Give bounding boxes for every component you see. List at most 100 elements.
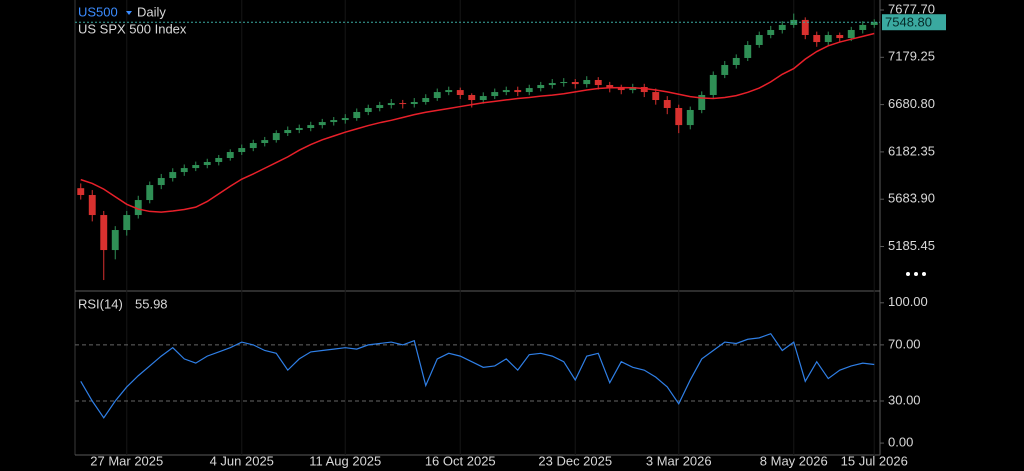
candle-body	[767, 29, 775, 36]
candle-body	[870, 22, 878, 25]
candle-body	[698, 94, 706, 110]
candle-body	[801, 19, 809, 36]
x-tick-label: 16 Oct 2025	[425, 453, 496, 468]
candle-body	[123, 215, 131, 231]
candle-body	[514, 90, 522, 93]
dot[interactable]	[922, 272, 926, 276]
candle-body	[778, 24, 786, 30]
candle-body	[330, 120, 338, 123]
y-tick-label: 6182.35	[888, 143, 935, 158]
candle-body	[100, 215, 108, 251]
candle-body	[479, 96, 487, 101]
candle-body	[847, 29, 855, 39]
y-tick-label: 100.00	[888, 294, 928, 309]
y-tick-label: 7677.70	[888, 1, 935, 16]
dot[interactable]	[906, 272, 910, 276]
x-tick-label: 3 Mar 2026	[646, 453, 712, 468]
candle-body	[77, 188, 85, 196]
candle-body	[192, 165, 200, 169]
candle-body	[433, 92, 441, 99]
candle-body	[755, 35, 763, 45]
candle-body	[813, 35, 821, 43]
interval[interactable]: Daily	[137, 4, 166, 19]
candle-body	[491, 92, 499, 97]
y-tick-label: 70.00	[888, 336, 921, 351]
candle-body	[261, 140, 269, 144]
last-price-label: 7548.80	[885, 15, 932, 30]
last-price-badge	[882, 14, 946, 31]
candle-body	[146, 185, 154, 201]
moving-average-line	[80, 32, 875, 213]
x-tick-label: 11 Aug 2025	[309, 453, 381, 468]
candle-body	[652, 92, 660, 101]
more-icon[interactable]	[906, 272, 926, 276]
candle-body	[88, 195, 96, 216]
candle-body	[640, 87, 648, 93]
y-tick-label: 30.00	[888, 392, 921, 407]
candle-body	[456, 90, 464, 95]
dot[interactable]	[914, 272, 918, 276]
x-tick-label: 15 Jul 2026	[841, 453, 908, 468]
plot: 27 Mar 2025 4 Jun 2025 11 Aug 2025 16 Oct 2…	[75, 0, 946, 468]
candle-body	[215, 158, 223, 162]
candle-body	[445, 90, 453, 93]
candle-body	[548, 83, 556, 86]
candle-body	[732, 57, 740, 66]
candle-body	[537, 85, 545, 89]
candle-body	[422, 98, 430, 103]
candle-body	[410, 102, 418, 105]
candle-body	[721, 65, 729, 75]
candle-body	[272, 133, 280, 141]
candle-body	[824, 35, 832, 43]
candle-body	[387, 103, 395, 106]
candle-body	[111, 230, 119, 251]
candle-body	[399, 103, 407, 105]
candle-body	[502, 90, 510, 93]
x-tick-label: 4 Jun 2025	[210, 453, 274, 468]
candle-body	[180, 168, 188, 173]
y-tick-label: 5683.90	[888, 191, 935, 206]
candle-body	[663, 100, 671, 108]
candle-body	[353, 111, 361, 119]
candle-body	[675, 107, 683, 126]
candle-body	[583, 79, 591, 85]
candle-body	[203, 161, 211, 166]
candle-body	[134, 200, 142, 216]
candle-body	[295, 128, 303, 131]
x-tick-label: 27 Mar 2025	[90, 453, 163, 468]
candle-body	[226, 152, 234, 159]
candle-body	[836, 35, 844, 39]
candle-body	[238, 148, 246, 153]
y-tick-label: 7179.25	[888, 49, 935, 64]
y-tick-label: 0.00	[888, 435, 913, 450]
dropdown-icon[interactable]	[126, 11, 132, 15]
candle-body	[525, 88, 533, 93]
candle-body	[686, 109, 694, 126]
candle-body	[859, 24, 867, 30]
candle-body	[617, 88, 625, 91]
rsi-line	[80, 332, 875, 419]
candle-body	[376, 105, 384, 108]
candle-body	[571, 81, 579, 85]
rsi-value: 55.98	[135, 296, 168, 311]
candle-body	[157, 178, 165, 186]
candle-body	[307, 125, 315, 129]
candle-body	[629, 87, 637, 91]
candle-body	[468, 94, 476, 101]
y-tick-label: 5185.45	[888, 238, 935, 253]
candle-body	[364, 107, 372, 112]
candle-body	[318, 122, 326, 126]
candle-body	[594, 79, 602, 86]
symbol[interactable]: US500	[78, 4, 118, 19]
x-tick-label: 23 Dec 2025	[538, 453, 612, 468]
candle-body	[606, 85, 614, 89]
candle-body	[249, 143, 257, 149]
rsi-title: RSI(14)	[78, 296, 123, 311]
candle-body	[341, 118, 349, 121]
candle-body	[709, 74, 717, 95]
y-tick-label: 6680.80	[888, 96, 935, 111]
candle-body	[560, 81, 568, 84]
candle-body	[169, 172, 177, 179]
